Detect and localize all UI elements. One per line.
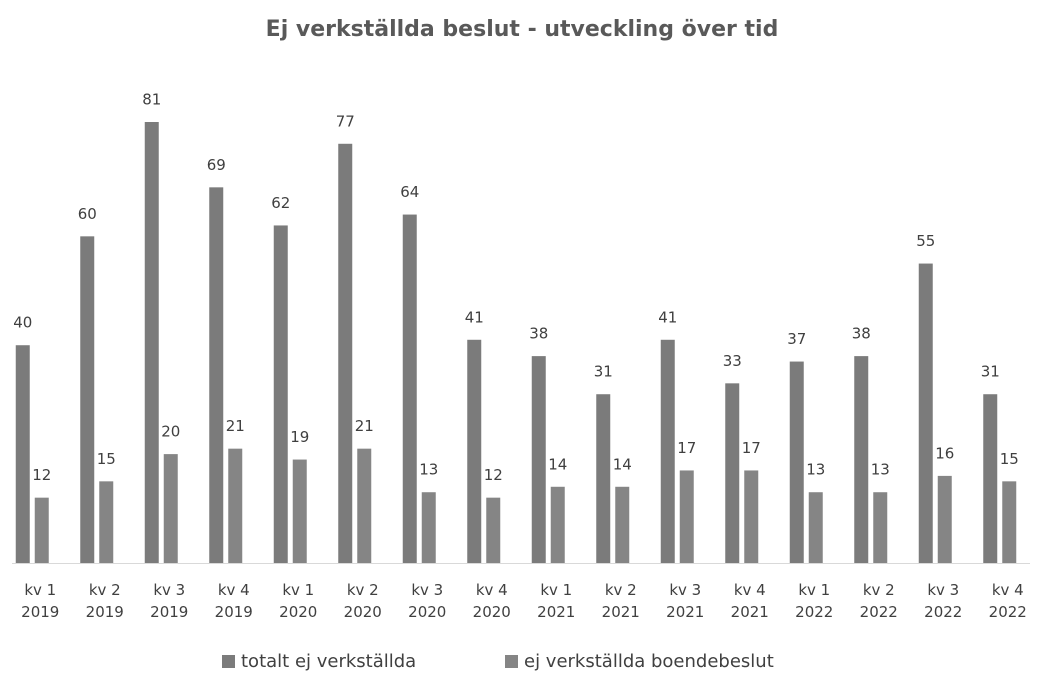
bar: [209, 187, 224, 564]
x-tick-label: kv 3 2022: [924, 581, 963, 621]
data-label: 40: [13, 314, 32, 332]
x-tick-label: kv 2 2020: [343, 581, 382, 621]
data-label: 38: [852, 325, 871, 343]
data-label: 60: [78, 205, 97, 223]
data-label: 15: [97, 450, 116, 468]
data-label: 62: [271, 194, 290, 212]
bar: [357, 448, 372, 563]
bar: [808, 492, 823, 563]
legend-swatch: [505, 655, 518, 668]
bar: [402, 214, 417, 564]
bar: [467, 339, 482, 563]
x-tick-label: kv 1 2019: [21, 581, 60, 621]
bar: [725, 383, 740, 563]
legend-item: ej verkställda boendebeslut: [505, 651, 774, 672]
data-label: 31: [594, 363, 613, 381]
bar: [550, 486, 565, 563]
data-label: 21: [355, 417, 374, 435]
data-label: 55: [916, 232, 935, 250]
x-tick-label: kv 3 2021: [666, 581, 705, 621]
data-label: 20: [161, 423, 180, 441]
x-tick-label: kv 3 2019: [150, 581, 189, 621]
bar: [983, 394, 998, 563]
legend-swatch: [222, 655, 235, 668]
data-label: 13: [871, 461, 890, 479]
bar: [292, 459, 307, 563]
bar: [937, 475, 952, 563]
data-label: 17: [742, 439, 761, 457]
x-tick-label: kv 2 2021: [601, 581, 640, 621]
bar: [873, 492, 888, 563]
data-label: 19: [290, 428, 309, 446]
chart-title: Ej verkställda beslut - utveckling över …: [266, 17, 779, 42]
data-label: 14: [613, 455, 632, 473]
bar: [163, 454, 178, 563]
data-label: 12: [484, 466, 503, 484]
data-label: 13: [419, 461, 438, 479]
data-label: 64: [400, 183, 419, 201]
data-label: 41: [465, 308, 484, 326]
bar: [338, 143, 353, 563]
bar: [228, 448, 243, 563]
data-label: 21: [226, 417, 245, 435]
bar: [531, 356, 546, 563]
legend-item: totalt ej verkställda: [222, 651, 416, 672]
data-label: 38: [529, 325, 548, 343]
bar: [15, 345, 30, 563]
bar: [789, 361, 804, 563]
data-label: 31: [981, 363, 1000, 381]
bar: [34, 497, 49, 563]
data-label: 17: [677, 439, 696, 457]
bar: [99, 481, 114, 563]
bar: [421, 492, 436, 563]
x-tick-label: kv 4 2019: [214, 581, 253, 621]
bar: [273, 225, 288, 563]
data-label: 37: [787, 330, 806, 348]
legend-label: totalt ej verkställda: [241, 651, 417, 672]
x-tick-label: kv 1 2022: [795, 581, 834, 621]
data-label: 81: [142, 91, 161, 109]
bar: [918, 263, 933, 563]
data-label: 33: [723, 352, 742, 370]
legend-label: ej verkställda boendebeslut: [524, 651, 774, 672]
data-label: 12: [32, 466, 51, 484]
x-tick-label: kv 4 2021: [730, 581, 769, 621]
x-tick-label: kv 1 2021: [537, 581, 576, 621]
bar: [596, 394, 611, 563]
bar: [679, 470, 694, 563]
bar: [615, 486, 630, 563]
x-tick-label: kv 2 2022: [859, 581, 898, 621]
x-tick-label: kv 4 2020: [472, 581, 511, 621]
data-label: 16: [935, 444, 954, 462]
bar: [660, 339, 675, 563]
x-tick-label: kv 4 2022: [988, 581, 1027, 621]
data-label: 13: [806, 461, 825, 479]
bar: [486, 497, 501, 563]
data-label: 69: [207, 156, 226, 174]
bar: [144, 122, 159, 563]
bar: [1002, 481, 1017, 563]
bar: [854, 356, 869, 563]
x-tick-label: kv 2 2019: [85, 581, 124, 621]
x-tick-label: kv 3 2020: [408, 581, 447, 621]
data-label: 77: [336, 112, 355, 130]
data-label: 41: [658, 308, 677, 326]
data-label: 15: [1000, 450, 1019, 468]
bar: [744, 470, 759, 563]
bar: [80, 236, 95, 564]
x-tick-label: kv 1 2020: [279, 581, 318, 621]
data-label: 14: [548, 455, 567, 473]
